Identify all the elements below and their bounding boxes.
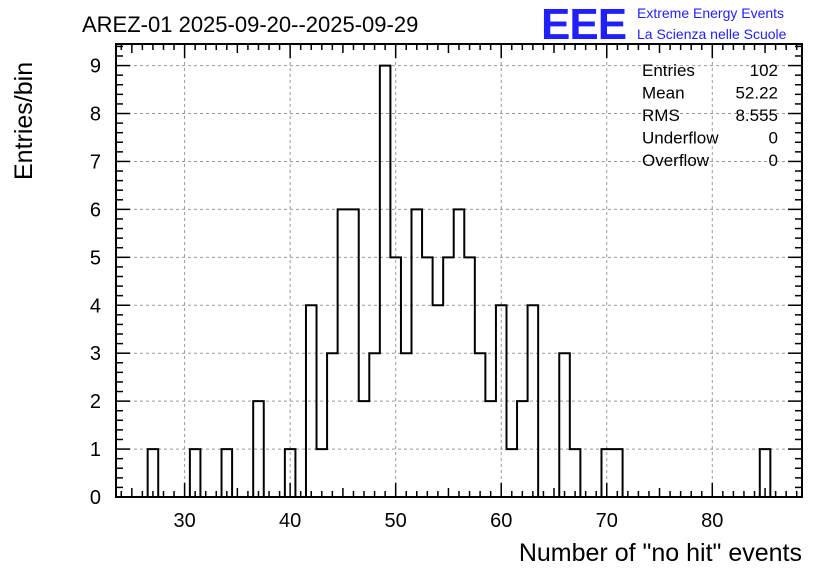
- eee-logo-line2: La Scienza nelle Scuole: [637, 26, 787, 42]
- x-tick-label: 50: [385, 510, 407, 532]
- eee-logo-mark: EEE: [541, 0, 626, 49]
- x-tick-label: 70: [596, 510, 618, 532]
- eee-logo-line1: Extreme Energy Events: [637, 5, 784, 21]
- x-tick-label: 30: [173, 510, 195, 532]
- stats-label: Underflow: [642, 129, 719, 148]
- y-axis: 0 1 2 3 4 5 6 7 8 9: [90, 45, 802, 509]
- plot-frame: [115, 43, 803, 498]
- x-tick-label: 60: [490, 510, 512, 532]
- x-axis-title: Number of "no hit" events: [519, 539, 802, 567]
- stats-box: Entries 102 Mean 52.22 RMS 8.555 Underflow 0 Ove…: [642, 61, 778, 170]
- y-tick-label: 6: [90, 199, 101, 221]
- y-tick-label: 5: [90, 247, 101, 269]
- y-tick-label: 7: [90, 151, 101, 173]
- y-tick-label: 8: [90, 104, 101, 126]
- y-tick-label: 0: [90, 487, 101, 509]
- stats-label: Entries: [642, 61, 695, 80]
- y-tick-label: 9: [90, 56, 101, 78]
- eee-logo: EEE Extreme Energy Events La Scienza nel…: [541, 0, 787, 49]
- stats-label: Mean: [642, 84, 685, 103]
- y-tick-label: 3: [90, 343, 101, 365]
- stats-label: Overflow: [642, 151, 710, 170]
- y-tick-label: 1: [90, 439, 101, 461]
- chart-title: AREZ-01 2025-09-20--2025-09-29: [82, 12, 418, 37]
- grid-lines: [116, 44, 802, 497]
- y-axis-title: Entries/bin: [10, 62, 38, 180]
- x-tick-label: 80: [701, 510, 723, 532]
- y-tick-label: 2: [90, 391, 101, 413]
- stats-label: RMS: [642, 106, 680, 125]
- y-tick-label: 4: [90, 295, 101, 317]
- x-tick-label: 40: [279, 510, 301, 532]
- stats-value: 0: [769, 129, 778, 148]
- stats-value: 102: [750, 61, 778, 80]
- x-axis: 30 40 50 60 70 80: [120, 44, 798, 532]
- stats-value: 0: [769, 151, 778, 170]
- stats-value: 8.555: [735, 106, 778, 125]
- stats-value: 52.22: [735, 84, 778, 103]
